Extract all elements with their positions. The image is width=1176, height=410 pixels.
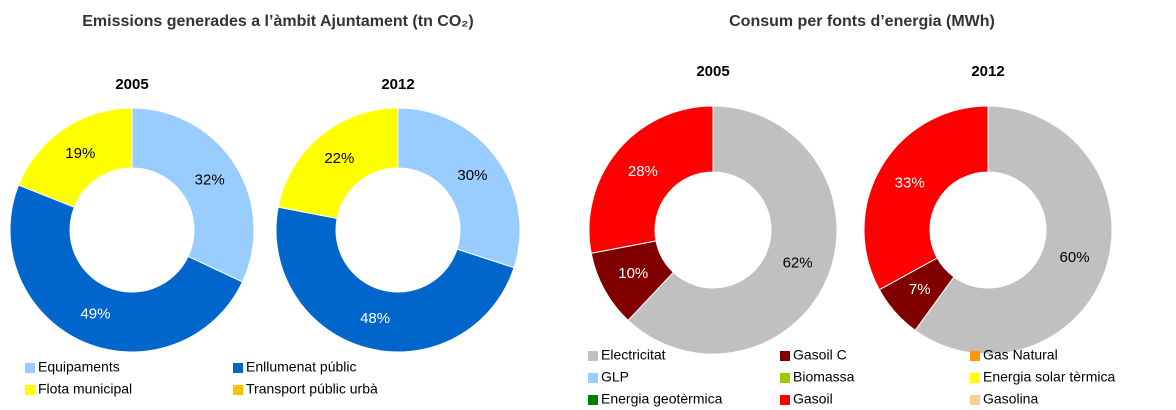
donut-label: 2012 <box>381 76 414 93</box>
data-label: 62% <box>783 254 813 271</box>
data-label: 30% <box>457 167 487 184</box>
donut-slice <box>627 105 838 355</box>
legend-swatch <box>233 385 243 395</box>
legend-swatch <box>970 351 980 361</box>
legend-swatch <box>588 351 598 361</box>
data-label: 32% <box>195 172 225 189</box>
legend-label: Biomassa <box>793 369 855 385</box>
legend-label: Gasoil <box>793 391 833 407</box>
legend-label: Equipaments <box>38 359 120 375</box>
legend-label: Energia geotèrmica <box>601 391 723 407</box>
legend-swatch <box>780 395 790 405</box>
legend-swatch <box>588 373 598 383</box>
donut-slice <box>17 107 133 208</box>
legend-swatch <box>588 395 598 405</box>
chart-title: Emissions generades a l’àmbit Ajuntament… <box>82 13 473 30</box>
donut-slice <box>131 107 255 283</box>
legend-label: Flota municipal <box>38 381 132 397</box>
donut-label: 2005 <box>115 76 148 93</box>
legend-label: Electricitat <box>601 347 666 363</box>
donut-slice <box>9 184 244 353</box>
data-label: 33% <box>895 175 925 192</box>
data-label: 28% <box>628 163 658 180</box>
legend-label: Energia solar tèrmica <box>983 369 1115 385</box>
legend-swatch <box>25 385 35 395</box>
legend-swatch <box>780 351 790 361</box>
donut-label: 2012 <box>971 63 1004 80</box>
legend-label: Enllumenat públic <box>246 359 357 375</box>
data-label: 19% <box>65 145 95 162</box>
chart-title: Consum per fonts d’energia (MWh) <box>729 13 995 30</box>
legend-swatch <box>970 373 980 383</box>
legend-label: Gasoil C <box>793 347 847 363</box>
legend-label: GLP <box>601 369 629 385</box>
donut-slice <box>914 105 1113 355</box>
legend-label: Gasolina <box>983 391 1038 407</box>
data-label: 10% <box>618 265 648 282</box>
data-label: 7% <box>909 281 931 298</box>
donut-slice <box>397 107 521 269</box>
legend-swatch <box>970 395 980 405</box>
data-label: 22% <box>324 150 354 167</box>
donut-slice <box>277 107 399 219</box>
donut-slice <box>275 206 515 353</box>
donut-label: 2005 <box>696 63 729 80</box>
data-label: 49% <box>80 305 110 322</box>
data-label: 60% <box>1060 249 1090 266</box>
legend-label: Transport públic urbà <box>246 381 378 397</box>
data-label: 48% <box>360 310 390 327</box>
legend-label: Gas Natural <box>983 347 1058 363</box>
donut-slice <box>588 105 714 254</box>
donut-slice <box>863 105 989 291</box>
legend-swatch <box>25 363 35 373</box>
legend-swatch <box>233 363 243 373</box>
legend-swatch <box>780 373 790 383</box>
